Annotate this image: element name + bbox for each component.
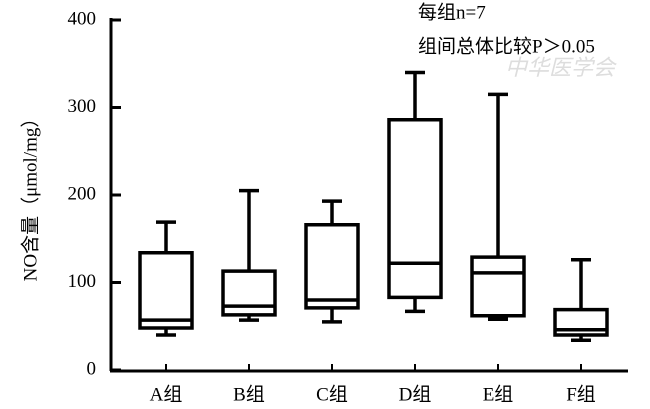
y-tick-label: 400 xyxy=(68,8,97,29)
y-tick-label: 100 xyxy=(68,271,97,292)
x-tick-label: C组 xyxy=(316,383,348,405)
box xyxy=(304,223,360,310)
box xyxy=(553,307,609,337)
x-tick-label: D组 xyxy=(399,383,432,405)
x-tick-label: B组 xyxy=(233,383,265,405)
y-tick-label: 200 xyxy=(68,183,97,204)
box xyxy=(221,269,277,317)
y-tick-label: 300 xyxy=(68,96,97,117)
box xyxy=(138,251,194,330)
x-tick-label: A组 xyxy=(150,383,183,405)
x-tick-label: F组 xyxy=(566,383,596,405)
box xyxy=(470,255,526,318)
annotation: 组间总体比较P＞0.05 xyxy=(418,35,595,57)
box xyxy=(387,118,443,300)
watermark: 中华医学会 xyxy=(505,55,617,80)
y-tick-label: 0 xyxy=(87,358,97,379)
y-axis-label: NO含量（μmol/mg） xyxy=(19,109,41,282)
annotation: 每组n=7 xyxy=(418,1,486,23)
x-tick-label: E组 xyxy=(483,383,514,405)
